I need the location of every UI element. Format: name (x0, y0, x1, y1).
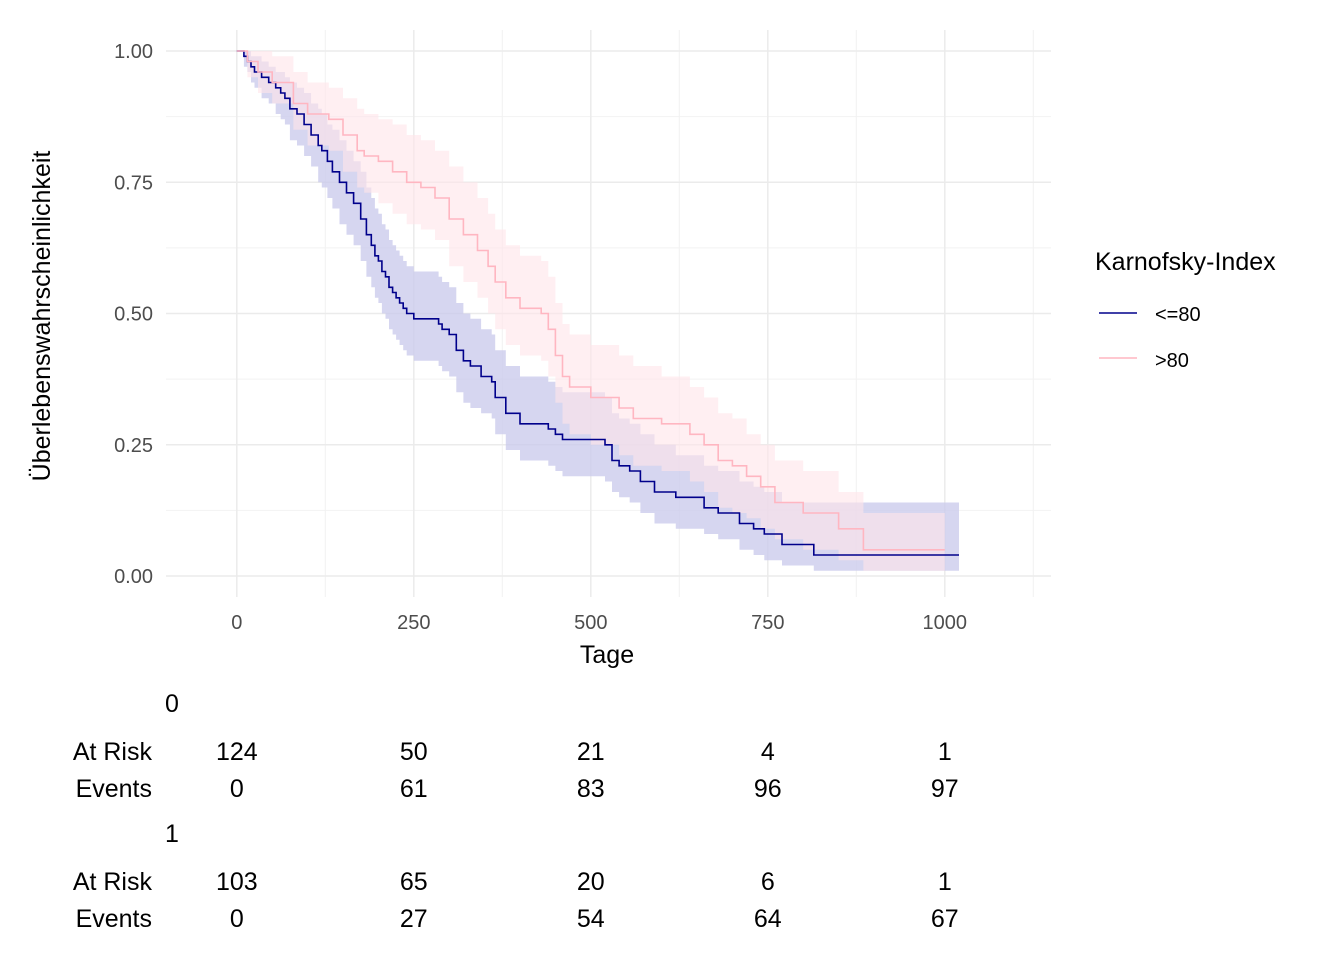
risk-group-label-1: 1 (165, 820, 179, 848)
risk-cell-at-risk-1-3: 6 (761, 868, 775, 896)
y-tick-label-0: 0.00 (114, 566, 153, 588)
risk-cell-events-1-0: 0 (230, 905, 244, 933)
x-tick-label-4: 1000 (923, 612, 968, 634)
risk-row-label-events-0: Events (76, 775, 152, 803)
x-tick-label-1: 250 (397, 612, 430, 634)
risk-row-label-at-risk-0: At Risk (73, 738, 153, 766)
risk-row-label-events-1: Events (76, 905, 152, 933)
risk-cell-at-risk-1-1: 65 (400, 868, 428, 896)
confidence-band-gt80 (236, 51, 945, 571)
risk-cell-events-0-0: 0 (230, 775, 244, 803)
risk-cell-at-risk-1-0: 103 (216, 868, 258, 896)
legend-title: Karnofsky-Index (1095, 248, 1276, 276)
risk-cell-at-risk-1-2: 20 (577, 868, 605, 896)
x-tick-label-3: 750 (751, 612, 784, 634)
x-tick-label-0: 0 (231, 612, 242, 634)
risk-cell-events-1-4: 67 (931, 905, 959, 933)
risk-cell-at-risk-0-4: 1 (938, 738, 952, 766)
legend-label-gt80: >80 (1155, 350, 1189, 372)
risk-row-label-at-risk-1: At Risk (73, 868, 153, 896)
legend-label-le80: <=80 (1155, 304, 1201, 326)
risk-group-label-0: 0 (165, 690, 179, 718)
risk-cell-at-risk-1-4: 1 (938, 868, 952, 896)
risk-cell-events-0-2: 83 (577, 775, 605, 803)
risk-cell-at-risk-0-1: 50 (400, 738, 428, 766)
risk-table-cells: 124 0 50 61 21 83 4 96 1 97 103 0 65 27 20 54 6 64 1 67 (216, 738, 959, 933)
risk-cell-events-0-1: 61 (400, 775, 428, 803)
y-tick-label-1: 0.25 (114, 435, 153, 457)
risk-cell-events-0-4: 97 (931, 775, 959, 803)
x-tick-label-2: 500 (574, 612, 607, 634)
confidence-bands (236, 51, 960, 571)
survival-curve-gt80 (236, 50, 945, 551)
axis-ticks: 0 250 500 750 1000 0.00 0.25 0.50 0.75 1.00 (114, 41, 967, 634)
risk-table: 0 At Risk Events 1 At Risk Events 124 0 50… (73, 690, 959, 933)
risk-cell-at-risk-0-0: 124 (216, 738, 258, 766)
risk-cell-events-1-3: 64 (754, 905, 782, 933)
y-tick-label-4: 1.00 (114, 41, 153, 63)
risk-cell-events-0-3: 96 (754, 775, 782, 803)
y-tick-label-2: 0.50 (114, 304, 153, 326)
risk-cell-at-risk-0-3: 4 (761, 738, 775, 766)
risk-cell-events-1-1: 27 (400, 905, 428, 933)
grid-lines (166, 30, 1051, 597)
y-tick-label-3: 0.75 (114, 172, 153, 194)
survival-curves (236, 50, 959, 556)
x-axis-title: Tage (580, 641, 634, 669)
legend: Karnofsky-Index <=80 >80 (1095, 248, 1276, 372)
y-axis-title: Überlebenswahrscheinlichkeit (28, 151, 56, 482)
risk-cell-events-1-2: 54 (577, 905, 605, 933)
survival-curve-le80 (236, 50, 959, 556)
risk-cell-at-risk-0-2: 21 (577, 738, 605, 766)
